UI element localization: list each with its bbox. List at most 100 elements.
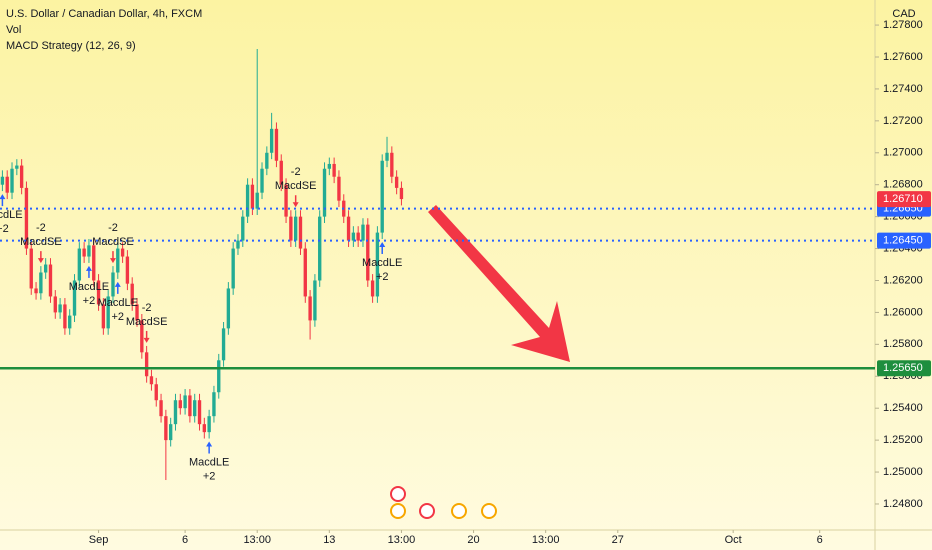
event-icon bbox=[390, 503, 406, 519]
candle-body bbox=[202, 424, 207, 433]
plot bbox=[0, 49, 404, 481]
candle-body bbox=[34, 288, 38, 294]
candle-body bbox=[284, 184, 288, 217]
volume-label: Vol bbox=[6, 24, 21, 36]
signal-label: MacdLE bbox=[362, 257, 402, 269]
candle-body bbox=[279, 160, 283, 185]
candle-body bbox=[10, 168, 14, 193]
candle-body bbox=[217, 360, 221, 393]
candle-body bbox=[178, 400, 182, 409]
candle-body bbox=[337, 176, 341, 201]
signal-arrow-head bbox=[37, 258, 44, 264]
candle-body bbox=[53, 296, 57, 313]
x-tick-label: 6 bbox=[817, 534, 823, 546]
candle-body bbox=[5, 176, 9, 193]
y-tick-label: 1.26200 bbox=[883, 274, 923, 286]
event-icon bbox=[451, 503, 467, 519]
candle-body bbox=[135, 304, 139, 321]
candle-body bbox=[390, 152, 394, 177]
candle-body bbox=[241, 216, 245, 241]
candle-body bbox=[164, 416, 168, 441]
candle-body bbox=[29, 248, 33, 289]
signal-qty: +2 bbox=[83, 295, 96, 307]
price-level-label: 1.26450 bbox=[883, 234, 923, 246]
candle-body bbox=[207, 416, 211, 433]
candle-body bbox=[356, 232, 360, 241]
y-tick-label: 1.26800 bbox=[883, 179, 923, 191]
candle-body bbox=[63, 304, 67, 329]
candle-body bbox=[39, 272, 43, 294]
candle-body bbox=[399, 187, 404, 200]
signal-arrow-head bbox=[0, 194, 6, 200]
price-level-box bbox=[877, 232, 931, 249]
candle-body bbox=[226, 288, 231, 329]
candle-body bbox=[77, 248, 82, 281]
price-level-box bbox=[877, 360, 931, 377]
candle-body bbox=[332, 163, 336, 177]
y-tick-label: 1.27600 bbox=[883, 51, 923, 63]
candle-body bbox=[255, 192, 259, 209]
candle-body bbox=[322, 168, 327, 217]
candle-body bbox=[188, 395, 192, 417]
y-tick-label: 1.25400 bbox=[883, 402, 923, 414]
candle-body bbox=[0, 176, 5, 185]
x-tick-label: 6 bbox=[182, 534, 188, 546]
signal-label: MacdSE bbox=[20, 236, 62, 248]
candle-body bbox=[385, 152, 389, 161]
x-tick-label: 27 bbox=[612, 534, 624, 546]
last-price-box bbox=[877, 191, 931, 208]
candle-body bbox=[313, 280, 317, 321]
candle-body bbox=[154, 384, 158, 401]
candle-body bbox=[130, 283, 134, 305]
signal-label: MacdLE bbox=[98, 297, 138, 309]
x-tick-label: 13:00 bbox=[532, 534, 560, 546]
candle-body bbox=[231, 248, 235, 289]
candle-body bbox=[370, 280, 375, 297]
event-icons bbox=[390, 486, 497, 519]
x-tick-label: 20 bbox=[467, 534, 479, 546]
candle-body bbox=[245, 184, 250, 217]
x-tick-label: Oct bbox=[725, 534, 742, 546]
candle-body bbox=[375, 232, 380, 297]
candle-body bbox=[303, 248, 307, 297]
candle-body bbox=[212, 392, 216, 417]
signal-qty: -2 bbox=[108, 222, 118, 234]
y-tick-label: 1.25200 bbox=[883, 434, 923, 446]
candle-body bbox=[58, 304, 62, 313]
candle-body bbox=[87, 245, 91, 257]
candle-body bbox=[394, 176, 399, 188]
currency-label: CAD bbox=[892, 8, 915, 20]
candle-body bbox=[15, 165, 19, 169]
y-tick-label: 1.27800 bbox=[883, 19, 923, 31]
candle-body bbox=[193, 400, 197, 417]
last-price-label: 1.26710 bbox=[883, 193, 923, 205]
candle-body bbox=[366, 224, 370, 281]
candle-body bbox=[380, 160, 384, 233]
event-icon bbox=[390, 486, 406, 502]
candle-body bbox=[183, 395, 187, 409]
candle-body bbox=[346, 216, 351, 241]
candle-body bbox=[236, 240, 240, 249]
candle-body bbox=[92, 245, 96, 281]
signal-arrow-head bbox=[109, 258, 116, 264]
candle-body bbox=[48, 264, 53, 297]
candle-body bbox=[43, 264, 48, 273]
candle-body bbox=[19, 165, 24, 188]
candle-body bbox=[168, 424, 173, 441]
signal-arrow-head bbox=[206, 441, 213, 447]
candle-body bbox=[318, 216, 322, 281]
annotation-arrow bbox=[428, 205, 570, 362]
candle-body bbox=[221, 328, 226, 361]
candle-body bbox=[82, 248, 86, 257]
candle-body bbox=[260, 168, 264, 193]
signal-label: MacdSE bbox=[92, 236, 134, 248]
signal-label: MacdLE bbox=[69, 281, 109, 293]
candle-body bbox=[116, 248, 120, 273]
signal-label: MacdLE bbox=[189, 456, 229, 468]
candle-body bbox=[96, 280, 101, 305]
candle-body bbox=[293, 216, 298, 241]
candle-body bbox=[298, 216, 303, 249]
